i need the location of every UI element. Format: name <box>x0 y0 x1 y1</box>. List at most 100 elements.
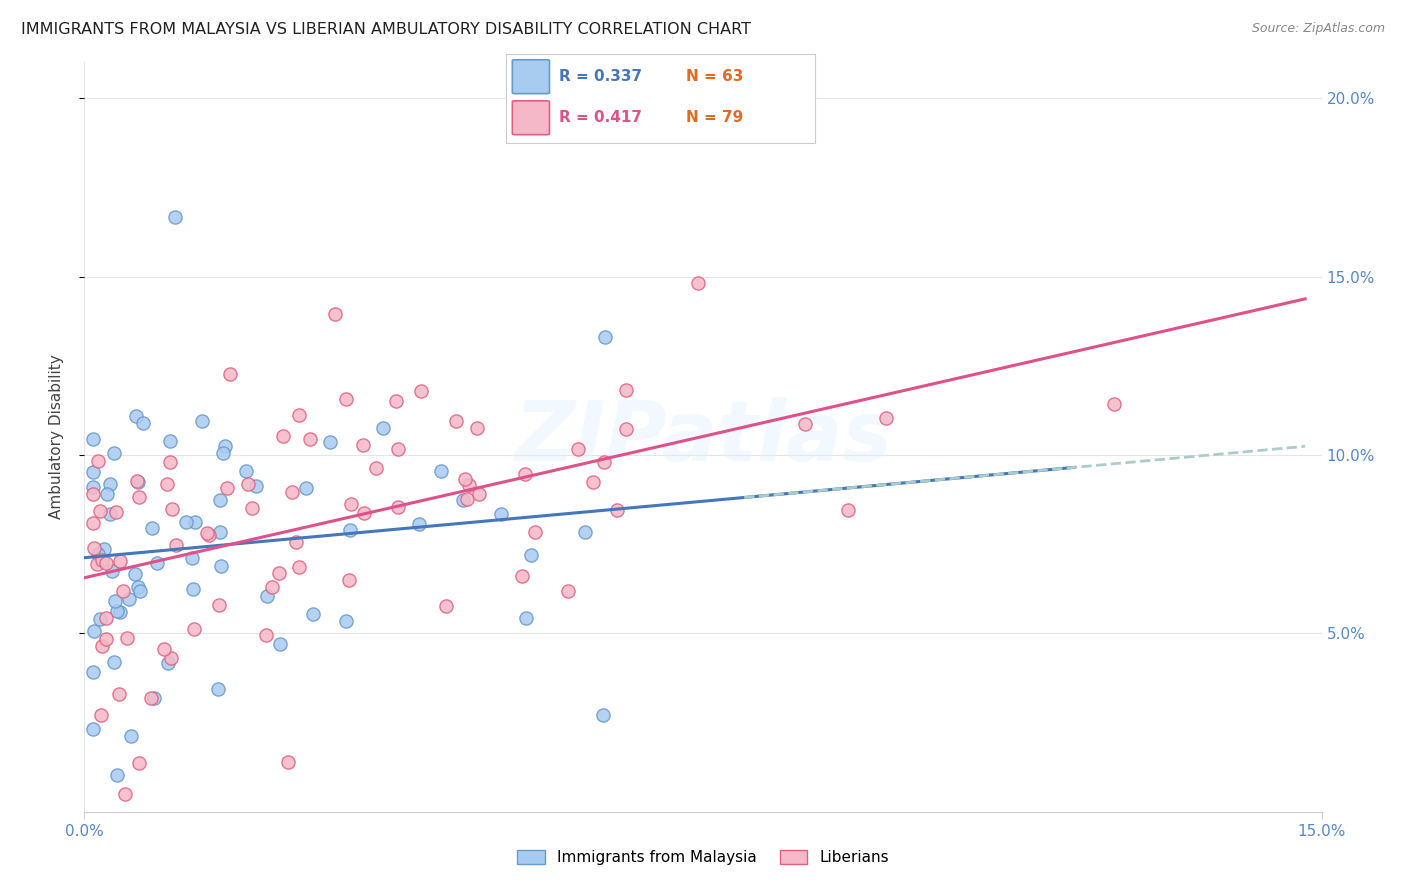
Point <box>103 446 125 460</box>
Point <box>105 768 128 782</box>
Point <box>82 723 104 737</box>
Point <box>108 554 131 568</box>
Point <box>128 490 150 504</box>
Point <box>794 417 817 432</box>
Point <box>141 521 163 535</box>
Point <box>159 651 181 665</box>
Point <box>384 394 406 409</box>
Point <box>366 461 388 475</box>
Point <box>128 584 150 599</box>
Point <box>582 475 605 490</box>
Point <box>298 432 321 446</box>
Point <box>614 383 637 397</box>
Point <box>458 478 481 492</box>
Point <box>156 476 179 491</box>
Point <box>593 329 616 343</box>
Point <box>93 541 115 556</box>
Point <box>515 611 537 625</box>
Point <box>107 604 129 618</box>
Point <box>592 455 614 469</box>
Point <box>157 656 180 670</box>
Point <box>285 535 308 549</box>
Point <box>387 500 409 514</box>
Point <box>219 367 242 381</box>
Point <box>160 502 183 516</box>
Point <box>523 525 546 540</box>
Point <box>128 756 150 770</box>
Point <box>90 707 112 722</box>
Text: Source: ZipAtlas.com: Source: ZipAtlas.com <box>1251 22 1385 36</box>
Point <box>387 442 409 457</box>
Point <box>86 557 108 571</box>
Point <box>114 787 136 801</box>
Point <box>337 573 360 587</box>
Point <box>318 435 340 450</box>
Point <box>159 434 181 448</box>
Point <box>256 589 278 603</box>
Point <box>606 502 628 516</box>
Point <box>513 467 536 481</box>
Point <box>335 614 357 628</box>
Point <box>98 508 121 522</box>
Text: R = 0.337: R = 0.337 <box>558 70 643 84</box>
Point <box>115 631 138 645</box>
Point <box>139 691 162 706</box>
Point <box>242 500 264 515</box>
Point <box>686 276 709 290</box>
Point <box>260 580 283 594</box>
Point <box>208 492 231 507</box>
Point <box>408 516 430 531</box>
Point <box>451 493 474 508</box>
Point <box>371 420 394 434</box>
Point <box>87 548 110 562</box>
Point <box>87 453 110 467</box>
Point <box>271 429 294 443</box>
Point <box>104 505 127 519</box>
Point <box>207 599 229 613</box>
Point <box>214 439 236 453</box>
Point <box>195 525 218 540</box>
Text: ZIPatlas: ZIPatlas <box>515 397 891 477</box>
Point <box>108 687 131 701</box>
Point <box>353 507 375 521</box>
Point <box>180 551 202 566</box>
Point <box>82 466 104 480</box>
Point <box>444 414 467 428</box>
Point <box>288 559 311 574</box>
Point <box>183 582 205 596</box>
Point <box>127 475 149 489</box>
Point <box>191 414 214 428</box>
Point <box>198 528 221 542</box>
Point <box>124 409 146 423</box>
Point <box>254 628 277 642</box>
Point <box>208 524 231 539</box>
Point <box>557 583 579 598</box>
Point <box>127 580 149 594</box>
Point <box>429 464 451 478</box>
Point <box>94 611 117 625</box>
Text: IMMIGRANTS FROM MALAYSIA VS LIBERIAN AMBULATORY DISABILITY CORRELATION CHART: IMMIGRANTS FROM MALAYSIA VS LIBERIAN AMB… <box>21 22 751 37</box>
Point <box>104 594 127 608</box>
Point <box>132 416 155 430</box>
Point <box>89 504 111 518</box>
Point <box>574 524 596 539</box>
Point <box>339 498 361 512</box>
Point <box>215 481 238 495</box>
Point <box>837 503 859 517</box>
Point <box>567 442 589 456</box>
Point <box>90 553 112 567</box>
Point <box>510 568 533 582</box>
Point <box>82 487 104 501</box>
Point <box>101 564 124 578</box>
Point <box>118 592 141 607</box>
Point <box>83 541 105 556</box>
Point <box>159 455 181 469</box>
Point <box>143 690 166 705</box>
Point <box>174 515 197 529</box>
Point <box>96 486 118 500</box>
Point <box>103 656 125 670</box>
Point <box>456 491 478 506</box>
Point <box>339 523 361 537</box>
Point <box>94 632 117 646</box>
Point <box>520 548 543 562</box>
